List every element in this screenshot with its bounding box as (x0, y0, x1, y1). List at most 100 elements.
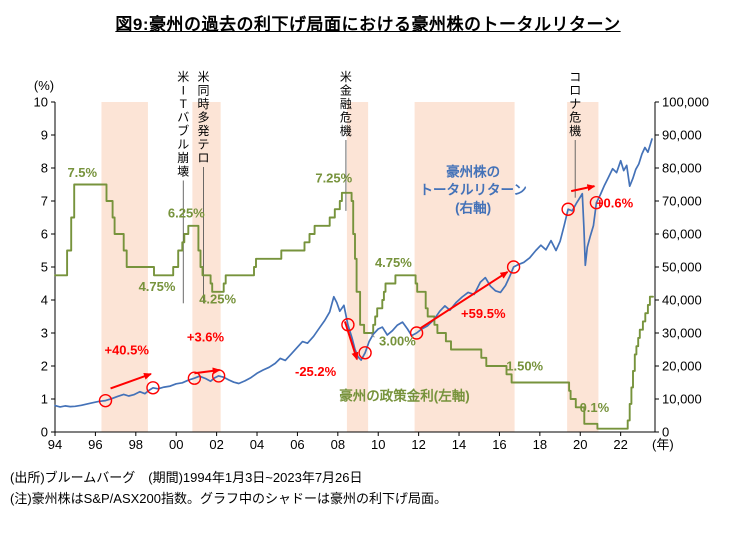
total-return-path (54, 138, 653, 408)
event-label-char: 米 (177, 70, 189, 84)
x-axis-suffix: (年) (652, 437, 674, 452)
figure-title: 図9:豪州の過去の利下げ局面における豪州株のトータルリターン (115, 15, 621, 34)
x-tick-label: 18 (533, 437, 547, 452)
event-label-char: 崩 (177, 151, 189, 165)
event-label-char: テ (197, 138, 209, 152)
rate-cut-band (567, 102, 599, 432)
right-tick-label: 10,000 (662, 392, 702, 407)
policy-rate-label: 0.1% (580, 400, 610, 415)
right-tick-label: 100,000 (662, 95, 709, 110)
highlight-circle (358, 346, 372, 360)
left-tick-label: 7 (41, 194, 48, 209)
figure-footer: (出所)ブルームバーグ (期間)1994年1月3日~2023年7月26日 (注)… (0, 467, 736, 509)
change-label: +40.5% (104, 342, 149, 357)
series-name-label: 豪州の政策金利(左軸) (339, 388, 470, 404)
total-return-line (54, 138, 653, 408)
event-label-char: 時 (197, 97, 209, 111)
policy-rate-line (54, 183, 654, 430)
x-tick-label: 14 (452, 437, 466, 452)
x-tick-label: 06 (290, 437, 304, 452)
policy-rate-label: 4.25% (199, 291, 236, 306)
rate-cut-bands (101, 102, 599, 432)
left-tick-label: 9 (41, 128, 48, 143)
change-label: +0.6% (596, 196, 634, 211)
x-tick-label: 04 (250, 437, 264, 452)
policy-rate-label: 7.25% (315, 171, 352, 186)
left-tick-label: 0 (41, 425, 48, 440)
policy-rate-label: 6.25% (168, 206, 205, 221)
x-tick-label: 20 (573, 437, 587, 452)
event-label-char: I (182, 84, 185, 98)
right-tick-label: 50,000 (662, 260, 702, 275)
event-label-char: ロ (569, 84, 581, 98)
x-tick-label: 94 (48, 437, 62, 452)
axes: 012345678910010,00020,00030,00040,00050,… (34, 78, 709, 452)
policy-rate-label: 4.75% (139, 279, 176, 294)
policy-rate-label: 3.00% (379, 333, 416, 348)
policy-rate-label: 4.75% (375, 255, 412, 270)
left-tick-label: 1 (41, 392, 48, 407)
left-tick-label: 2 (41, 359, 48, 374)
event-label-char: ル (177, 138, 189, 152)
event-label-char: ナ (569, 97, 581, 111)
event-label-char: 危 (340, 111, 352, 125)
label-leader-line (369, 332, 375, 338)
change-label: +59.5% (461, 306, 506, 321)
left-tick-label: 5 (41, 260, 48, 275)
change-arrow (194, 367, 221, 375)
highlight-circle (589, 195, 604, 210)
change-label: +3.6% (187, 329, 225, 344)
x-tick-label: 02 (209, 437, 223, 452)
x-tick-label: 00 (169, 437, 183, 452)
change-arrow (570, 184, 596, 193)
event-label-char: 壊 (177, 165, 189, 179)
x-tick-label: 22 (613, 437, 627, 452)
left-tick-label: 4 (41, 293, 48, 308)
event-label-char: 米 (197, 70, 209, 84)
x-tick-label: 98 (129, 437, 143, 452)
highlight-circle (561, 202, 575, 216)
highlight-circle (187, 371, 202, 385)
series-name-label: トータルリターン (420, 182, 527, 197)
event-label-char: 多 (197, 111, 209, 125)
highlight-circle (98, 393, 113, 408)
change-arrow (343, 321, 359, 361)
source-note: (出所)ブルームバーグ (期間)1994年1月3日~2023年7月26日 (10, 470, 363, 485)
event-label-char: 機 (340, 123, 352, 138)
x-tick-label: 10 (371, 437, 385, 452)
policy-rate-label: 1.50% (506, 359, 543, 374)
change-arrow (110, 372, 152, 390)
right-tick-label: 90,000 (662, 128, 702, 143)
data-note: (注)豪州株はS&P/ASX200指数。グラフ中のシャドーは豪州の利下げ局面。 (10, 491, 447, 507)
right-tick-label: 70,000 (662, 194, 702, 209)
series-name-label: (右軸) (455, 199, 491, 215)
right-tick-label: 20,000 (662, 359, 702, 374)
right-tick-label: 30,000 (662, 326, 702, 341)
series-name-label: 豪州株の (446, 163, 500, 179)
highlight-circle (146, 381, 160, 395)
right-tick-label: 40,000 (662, 293, 702, 308)
event-label-char: 同 (197, 84, 209, 98)
left-tick-label: 8 (41, 161, 48, 176)
event-label-char: ブ (177, 123, 189, 138)
highlight-circle (506, 260, 521, 274)
event-label-char: ロ (197, 151, 209, 165)
x-tick-label: 08 (331, 437, 345, 452)
left-tick-label: 6 (41, 227, 48, 242)
event-label-char: 危 (569, 111, 581, 125)
highlight-circles (98, 195, 604, 408)
event-label-char: 米 (340, 70, 352, 84)
event-label-char: 機 (569, 123, 581, 138)
change-arrows: +40.5% +3.6% -25.2% +59.5% +0.6% (104, 184, 634, 390)
x-tick-label: 12 (411, 437, 425, 452)
event-label-char: T (180, 97, 188, 111)
left-tick-label: 10 (34, 95, 48, 110)
policy-rate-path (54, 183, 654, 430)
x-tick-label: 16 (492, 437, 506, 452)
x-tick-label: 96 (88, 437, 102, 452)
series-name-labels: 豪州株のトータルリターン (右軸) 豪州の政策金利(左軸) (339, 163, 527, 403)
chart-canvas: 012345678910010,00020,00030,00040,00050,… (34, 70, 709, 452)
event-label-char: 融 (340, 97, 352, 111)
